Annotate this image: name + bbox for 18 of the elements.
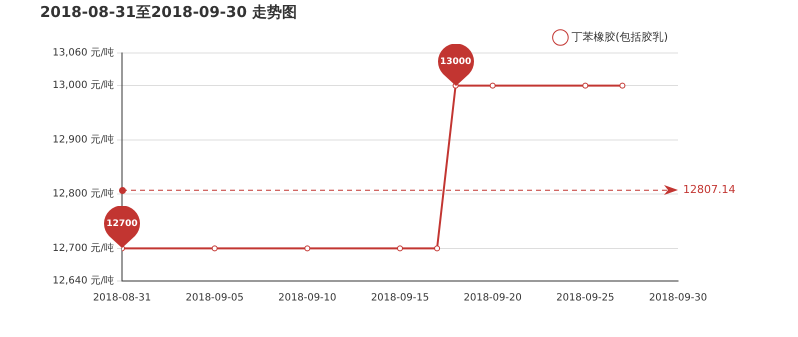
ref-line-label: 12807.14	[683, 183, 736, 196]
x-tick-label: 2018-09-15	[370, 292, 430, 304]
legend-label: 丁苯橡胶(包括胶乳)	[571, 30, 668, 44]
x-tick-label: 2018-09-05	[186, 292, 244, 304]
chart-title: 2018-08-31至2018-09-30 走势图	[40, 2, 298, 21]
x-tick-label: 2018-09-10	[278, 292, 336, 304]
x-tick-label: 2018-09-25	[556, 292, 614, 304]
x-tick-label: 2018-09-20	[464, 292, 522, 304]
x-tick-label: 2018-08-31	[92, 292, 152, 304]
annotation: 13000	[440, 56, 472, 67]
y-tick-label: 13,060 元/吨	[52, 46, 114, 59]
y-tick-label: 12,900 元/吨	[52, 133, 114, 146]
x-tick-label: 2018-09-30	[648, 292, 708, 304]
annotation: 12700	[106, 219, 138, 230]
y-tick-label: 12,700 元/吨	[52, 242, 114, 254]
y-tick-label: 12,640 元/吨	[52, 274, 114, 287]
y-tick-label: 13,000 元/吨	[52, 79, 114, 92]
y-tick-label: 12,800 元/吨	[52, 188, 114, 200]
